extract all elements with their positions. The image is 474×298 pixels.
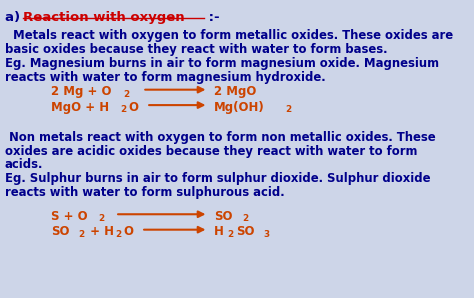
- Text: 2: 2: [228, 230, 234, 239]
- Text: SO: SO: [236, 225, 255, 238]
- Text: Eg. Magnesium burns in air to form magnesium oxide. Magnesium: Eg. Magnesium burns in air to form magne…: [5, 57, 438, 70]
- Text: 2: 2: [78, 230, 84, 239]
- Text: Metals react with oxygen to form metallic oxides. These oxides are: Metals react with oxygen to form metalli…: [5, 29, 453, 42]
- Text: basic oxides because they react with water to form bases.: basic oxides because they react with wat…: [5, 43, 387, 56]
- Text: reacts with water to form sulphurous acid.: reacts with water to form sulphurous aci…: [5, 186, 284, 199]
- Text: 2: 2: [120, 105, 126, 114]
- Text: Eg. Sulphur burns in air to form sulphur dioxide. Sulphur dioxide: Eg. Sulphur burns in air to form sulphur…: [5, 173, 430, 185]
- Text: 2 Mg + O: 2 Mg + O: [51, 85, 112, 98]
- Text: 2 MgO: 2 MgO: [214, 85, 256, 98]
- Text: acids.: acids.: [5, 159, 43, 171]
- Text: Reaction with oxygen: Reaction with oxygen: [23, 11, 185, 24]
- Text: reacts with water to form magnesium hydroxide.: reacts with water to form magnesium hydr…: [5, 71, 325, 84]
- Text: MgO + H: MgO + H: [51, 101, 109, 114]
- Text: 2: 2: [123, 90, 129, 99]
- Text: Non metals react with oxygen to form non metallic oxides. These: Non metals react with oxygen to form non…: [5, 131, 435, 144]
- Text: 2: 2: [116, 230, 122, 239]
- Text: a): a): [5, 11, 24, 24]
- Text: SO: SO: [51, 225, 70, 238]
- Text: H: H: [214, 225, 224, 238]
- Text: O: O: [123, 225, 133, 238]
- Text: SO: SO: [214, 210, 233, 223]
- Text: 2: 2: [242, 214, 248, 223]
- Text: :-: :-: [204, 11, 219, 24]
- Text: O: O: [129, 101, 139, 114]
- Text: Mg(OH): Mg(OH): [214, 101, 265, 114]
- Text: 2: 2: [285, 105, 292, 114]
- Text: S + O: S + O: [51, 210, 88, 223]
- Text: 2: 2: [99, 214, 105, 223]
- Text: 3: 3: [264, 230, 270, 239]
- Text: oxides are acidic oxides because they react with water to form: oxides are acidic oxides because they re…: [5, 145, 417, 158]
- Text: + H: + H: [86, 225, 114, 238]
